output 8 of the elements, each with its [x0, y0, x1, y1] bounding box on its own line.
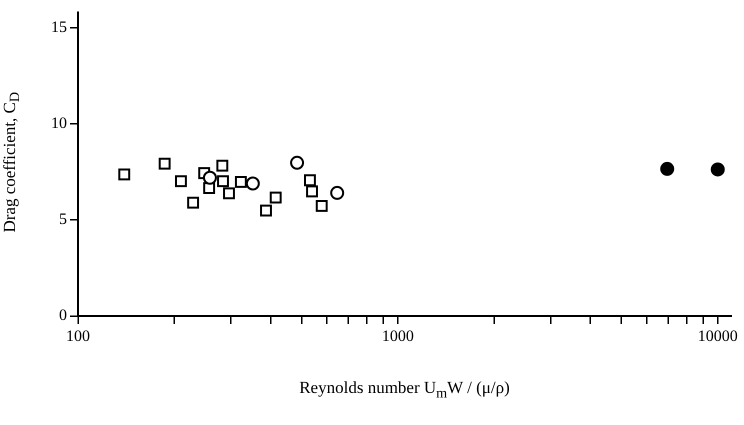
x-axis-title: Reynolds number U$_{m}$W / (μ/ρ) [298, 378, 511, 402]
x-tick-label: 10000 [698, 328, 738, 345]
y-tick-label: 0 [59, 307, 67, 324]
y-tick-label: 10 [51, 115, 67, 132]
y-tick-label: 5 [59, 211, 67, 228]
x-tick-label: 1000 [382, 328, 414, 345]
x-tick-label: 100 [66, 328, 90, 345]
y-tick-label: 15 [51, 19, 67, 36]
